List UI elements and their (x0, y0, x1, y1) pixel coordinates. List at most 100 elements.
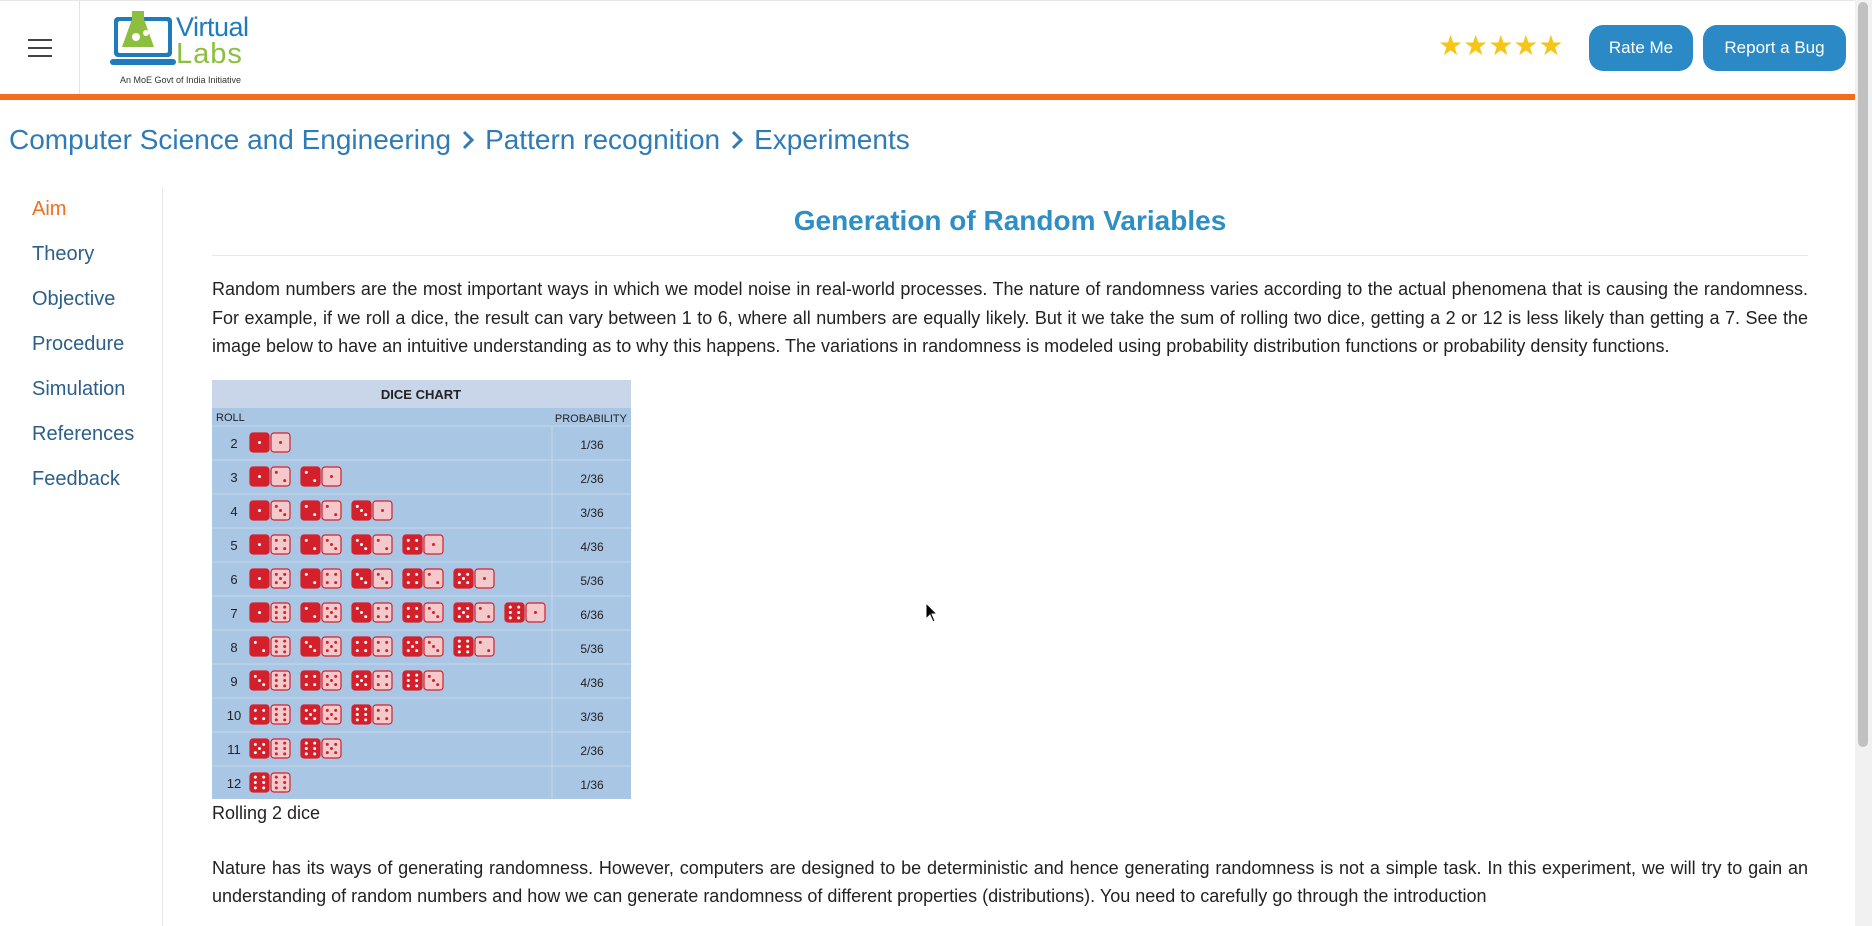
breadcrumb-item-department[interactable]: Computer Science and Engineering (9, 124, 452, 155)
die-pip (355, 606, 359, 610)
die-pip (457, 614, 461, 618)
die-pip (406, 546, 410, 550)
roll-label: 6 (230, 572, 237, 587)
die (300, 534, 321, 555)
die (270, 738, 291, 759)
die-pip (313, 648, 317, 652)
roll-label: 3 (230, 470, 237, 485)
die-pip (262, 775, 266, 779)
roll-label: 2 (230, 436, 237, 451)
die-pip (274, 775, 278, 779)
die-pip (330, 712, 333, 716)
die-pip (415, 684, 419, 688)
die-pip (376, 538, 380, 542)
sidebar-item-aim[interactable]: Aim (32, 198, 67, 220)
die-pip (334, 512, 338, 516)
probability-label: 1/36 (580, 438, 604, 452)
die-pip (325, 674, 329, 678)
die-pip (415, 606, 419, 610)
die-pip (457, 572, 461, 576)
die-pip (406, 606, 410, 610)
breadcrumb-item-lab[interactable]: Pattern recognition (485, 124, 721, 155)
die-pip (313, 674, 317, 678)
die-pip (325, 606, 329, 610)
die-pip (466, 644, 470, 648)
rating-stars[interactable]: ★★★★★ (1438, 30, 1564, 61)
die (249, 772, 270, 793)
die-pip (274, 718, 278, 722)
figure-caption: Rolling 2 dice (212, 802, 321, 823)
die-pip (487, 614, 491, 618)
die-pip (304, 741, 308, 745)
die-pip (355, 682, 359, 686)
page-title: Generation of Random Variables (793, 205, 1227, 236)
die-pip (313, 682, 317, 686)
die-pip (304, 640, 308, 644)
sidebar-item-procedure[interactable]: Procedure (32, 333, 125, 355)
probability-label: 2/36 (580, 472, 604, 486)
die-pip (385, 716, 389, 720)
die-pip (360, 508, 363, 512)
die-pip (283, 684, 287, 688)
die-pip (334, 640, 338, 644)
die-pip (457, 644, 461, 648)
die-pip (436, 614, 440, 618)
die (300, 466, 321, 487)
die-pip (385, 674, 389, 678)
die-pip (415, 614, 419, 618)
die-pip (364, 674, 368, 678)
sidebar-item-references[interactable]: References (32, 423, 135, 445)
sidebar-item-feedback[interactable]: Feedback (32, 468, 120, 490)
sidebar-item-theory[interactable]: Theory (32, 243, 95, 265)
die-pip (385, 682, 389, 686)
die (270, 670, 291, 691)
probability-label: 1/36 (580, 778, 604, 792)
die (249, 704, 270, 725)
die-pip (325, 742, 329, 746)
virtual-labs-logo[interactable]: Virtual Labs An MoE Govt of India Initia… (104, 5, 284, 89)
die-pip (466, 639, 470, 643)
die-pip (508, 610, 512, 614)
die-pip (325, 614, 329, 618)
die-pip (415, 572, 419, 576)
report-bug-button[interactable]: Report a Bug (1703, 25, 1846, 71)
die-pip (334, 708, 338, 712)
scrollbar-thumb[interactable] (1858, 2, 1868, 747)
die (453, 636, 474, 657)
die-pip (376, 682, 380, 686)
probability-label: 5/36 (580, 642, 604, 656)
breadcrumb-item-experiments[interactable]: Experiments (754, 124, 910, 155)
die-pip (415, 538, 419, 542)
die-pip (432, 644, 435, 648)
die-pip (364, 580, 368, 584)
sidebar-item-objective[interactable]: Objective (32, 288, 116, 310)
die-pip (355, 674, 359, 678)
die-pip (364, 682, 368, 686)
die-pip (355, 504, 359, 508)
die-pip (364, 546, 368, 550)
page-scrollbar[interactable] (1855, 0, 1872, 926)
die (270, 704, 291, 725)
flask-logo-icon (110, 11, 176, 65)
die-pip (258, 746, 261, 750)
aim-paragraph-2: Nature has its ways of generating random… (212, 857, 1808, 907)
die-pip (355, 712, 359, 716)
die-pip (432, 542, 435, 546)
sidebar-item-simulation[interactable]: Simulation (32, 378, 126, 400)
page-title-wrapper: Generation of Random Variables (212, 187, 1808, 256)
die-pip (274, 678, 278, 682)
rate-me-button[interactable]: Rate Me (1589, 25, 1693, 71)
die-pip (325, 504, 329, 508)
die-pip (334, 716, 338, 720)
roll-label: 7 (230, 606, 237, 621)
die-pip (376, 606, 380, 610)
die-pip (330, 474, 333, 478)
die-pip (330, 678, 333, 682)
die (402, 534, 423, 555)
die-pip (283, 786, 287, 790)
chevron-right-icon (461, 129, 475, 151)
hamburger-icon[interactable] (0, 1, 80, 94)
die-pip (376, 614, 380, 618)
die-pip (406, 673, 410, 677)
die-pip (381, 508, 384, 512)
